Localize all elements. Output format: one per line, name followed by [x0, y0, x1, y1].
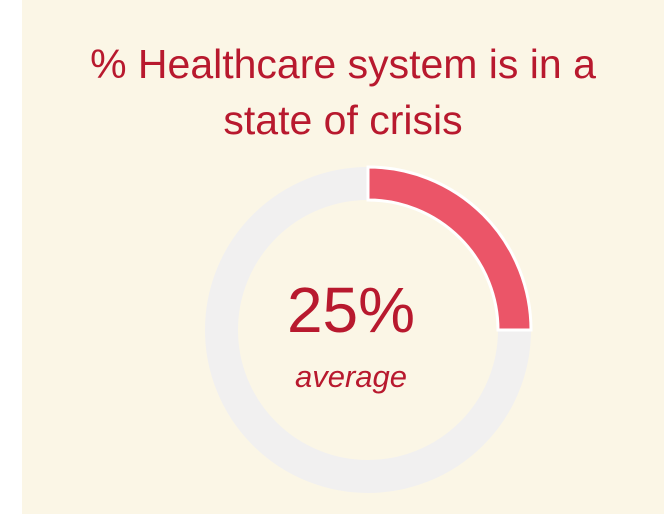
center-value: 25%	[286, 274, 416, 346]
center-caption: average	[294, 359, 408, 394]
chart-card: % Healthcare system is in a state of cri…	[22, 0, 664, 514]
chart-title-line-2: state of crisis	[223, 97, 463, 143]
chart-title-line-1: % Healthcare system is in a	[90, 41, 596, 87]
donut-segment-value	[366, 165, 533, 332]
chart-title: % Healthcare system is in a state of cri…	[22, 36, 664, 148]
